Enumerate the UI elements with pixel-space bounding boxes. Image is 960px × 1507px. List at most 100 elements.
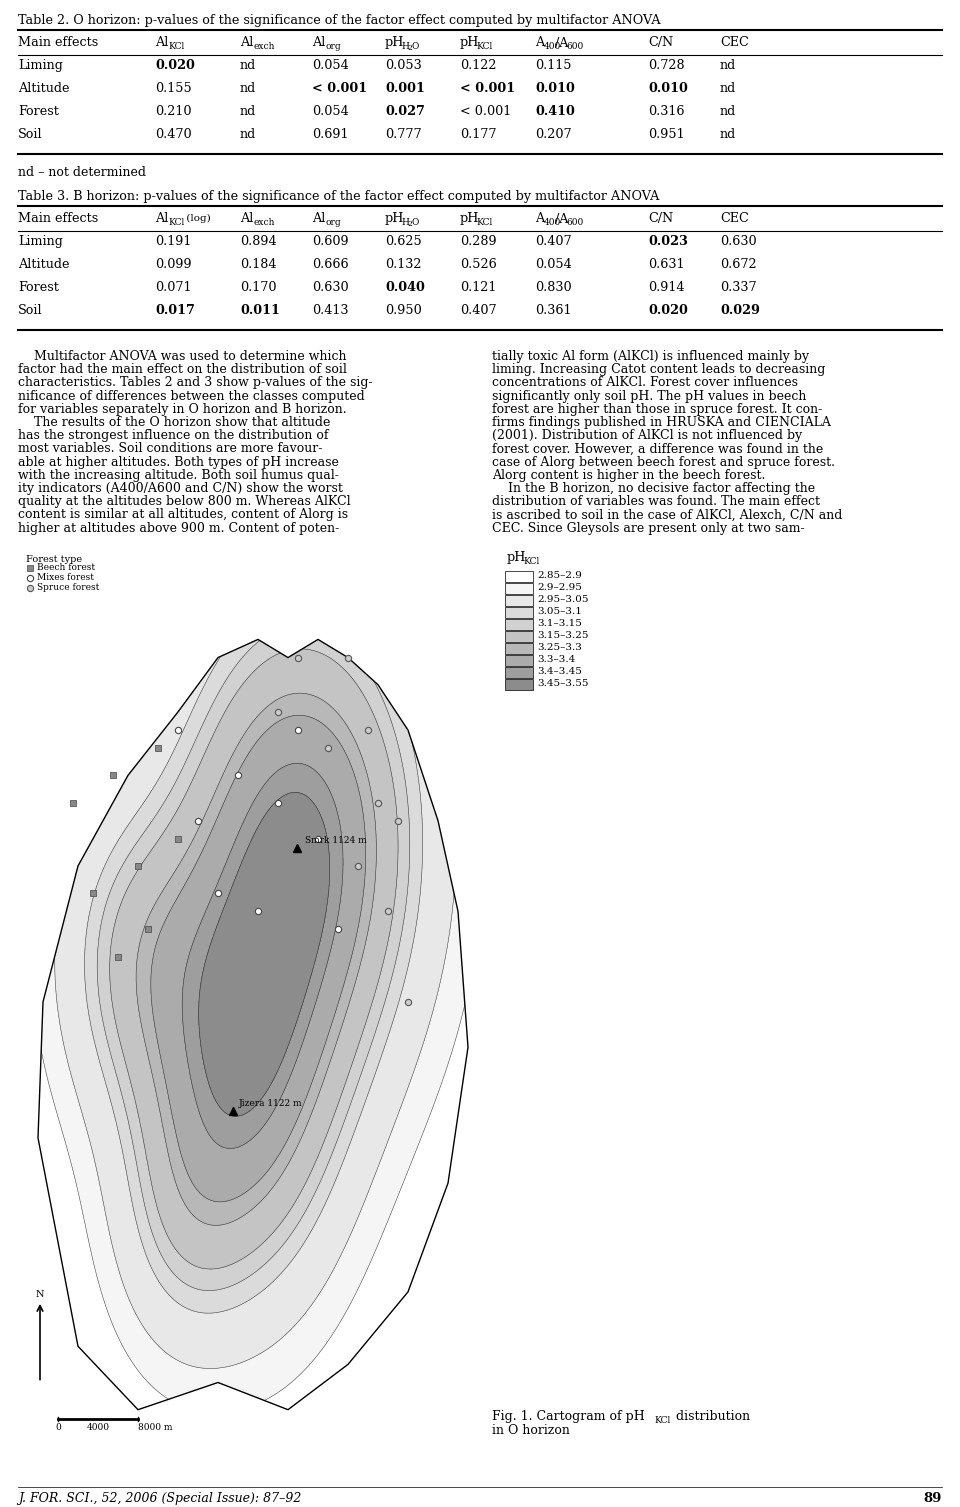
- Text: 0.054: 0.054: [535, 258, 572, 271]
- Text: 0.054: 0.054: [312, 59, 348, 72]
- Text: 3.45–3.55: 3.45–3.55: [537, 678, 588, 687]
- Text: 89: 89: [924, 1492, 942, 1505]
- Text: nd: nd: [720, 59, 736, 72]
- Text: N: N: [36, 1290, 44, 1299]
- Text: org: org: [325, 219, 341, 228]
- Text: 0.122: 0.122: [460, 59, 496, 72]
- Text: /A: /A: [555, 212, 568, 226]
- Text: case of Alorg between beech forest and spruce forest.: case of Alorg between beech forest and s…: [492, 455, 835, 469]
- Text: nd: nd: [720, 105, 736, 118]
- Text: 0.361: 0.361: [535, 304, 571, 316]
- Text: 0.017: 0.017: [155, 304, 195, 316]
- Text: < 0.001: < 0.001: [312, 81, 367, 95]
- Text: higher at altitudes above 900 m. Content of poten-: higher at altitudes above 900 m. Content…: [18, 521, 339, 535]
- Text: in O horizon: in O horizon: [492, 1424, 570, 1438]
- Text: 0.407: 0.407: [460, 304, 496, 316]
- Text: Al: Al: [155, 36, 168, 50]
- Text: (2001). Distribution of AlKCl is not influenced by: (2001). Distribution of AlKCl is not inf…: [492, 429, 803, 442]
- Text: Al: Al: [155, 212, 168, 225]
- Point: [11, 1442, 26, 1466]
- Text: < 0.001: < 0.001: [460, 105, 512, 118]
- Text: 0.413: 0.413: [312, 304, 348, 316]
- Text: 0.470: 0.470: [155, 128, 192, 142]
- Text: 3.25–3.3: 3.25–3.3: [537, 643, 582, 653]
- Text: exch: exch: [253, 42, 275, 51]
- Text: factor had the main effect on the distribution of soil: factor had the main effect on the distri…: [18, 363, 347, 377]
- Text: nd: nd: [240, 81, 256, 95]
- Bar: [505, 643, 533, 654]
- Text: quality at the altitudes below 800 m. Whereas AlKCl: quality at the altitudes below 800 m. Wh…: [18, 496, 350, 508]
- Text: 0.526: 0.526: [460, 258, 496, 271]
- Text: Al: Al: [240, 36, 253, 50]
- Text: 0.207: 0.207: [535, 128, 571, 142]
- Text: nd: nd: [720, 81, 736, 95]
- Text: pH: pH: [385, 36, 404, 50]
- Text: nd: nd: [240, 128, 256, 142]
- Text: 0: 0: [55, 1423, 60, 1432]
- Text: nd: nd: [240, 105, 256, 118]
- Text: is ascribed to soil in the case of AlKCl, Alexch, C/N and: is ascribed to soil in the case of AlKCl…: [492, 508, 842, 521]
- Text: 400: 400: [544, 42, 562, 51]
- Text: pH: pH: [460, 36, 479, 50]
- Text: 0.631: 0.631: [648, 258, 684, 271]
- Text: Mixes forest: Mixes forest: [37, 573, 94, 582]
- Text: KCl: KCl: [523, 556, 540, 565]
- Text: 0.040: 0.040: [385, 280, 425, 294]
- Text: nd: nd: [720, 128, 736, 142]
- Text: 0.289: 0.289: [460, 235, 496, 249]
- Text: 2.9–2.95: 2.9–2.95: [537, 583, 582, 592]
- Text: H: H: [401, 42, 409, 51]
- Text: O: O: [412, 219, 420, 228]
- Text: 0.914: 0.914: [648, 280, 684, 294]
- Text: exch: exch: [253, 219, 275, 228]
- Text: 0.155: 0.155: [155, 81, 192, 95]
- Point: [11, 1442, 26, 1466]
- Text: 0.020: 0.020: [648, 304, 688, 316]
- Text: 0.029: 0.029: [720, 304, 760, 316]
- Text: 0.630: 0.630: [720, 235, 756, 249]
- Text: org: org: [325, 42, 341, 51]
- Text: 0.011: 0.011: [240, 304, 280, 316]
- Point: [11, 1442, 26, 1466]
- Point: [11, 1442, 26, 1466]
- Text: CEC: CEC: [720, 212, 749, 225]
- Text: for variables separately in O horizon and B horizon.: for variables separately in O horizon an…: [18, 402, 347, 416]
- Point: [11, 1442, 26, 1466]
- Text: Smrk 1124 m: Smrk 1124 m: [304, 836, 367, 845]
- Text: Table 3. B horizon: p-values of the significance of the factor effect computed b: Table 3. B horizon: p-values of the sign…: [18, 190, 660, 203]
- Text: Alorg content is higher in the beech forest.: Alorg content is higher in the beech for…: [492, 469, 765, 482]
- Point: [11, 1442, 26, 1466]
- Point: [11, 1442, 26, 1466]
- Text: 3.1–3.15: 3.1–3.15: [537, 619, 582, 628]
- Text: 2.85–2.9: 2.85–2.9: [537, 571, 582, 580]
- Text: distribution of variables was found. The main effect: distribution of variables was found. The…: [492, 496, 820, 508]
- Text: concentrations of AlKCl. Forest cover influences: concentrations of AlKCl. Forest cover in…: [492, 377, 798, 389]
- Text: 0.177: 0.177: [460, 128, 496, 142]
- Text: has the strongest influence on the distribution of: has the strongest influence on the distr…: [18, 429, 328, 442]
- Text: most variables. Soil conditions are more favour-: most variables. Soil conditions are more…: [18, 443, 323, 455]
- Text: Jizera 1122 m: Jizera 1122 m: [239, 1099, 302, 1108]
- Point: [11, 1442, 26, 1466]
- Text: 0.625: 0.625: [385, 235, 421, 249]
- Point: [11, 1442, 26, 1466]
- Point: [11, 1442, 26, 1466]
- Text: 0.894: 0.894: [240, 235, 276, 249]
- Text: Altitude: Altitude: [18, 258, 69, 271]
- Point: [11, 1442, 26, 1466]
- Point: [11, 1442, 26, 1466]
- Text: In the B horizon, no decisive factor affecting the: In the B horizon, no decisive factor aff…: [492, 482, 815, 494]
- Text: nd – not determined: nd – not determined: [18, 166, 146, 179]
- Text: Al: Al: [312, 212, 325, 225]
- Text: 0.672: 0.672: [720, 258, 756, 271]
- Text: distribution: distribution: [672, 1411, 750, 1423]
- Bar: [505, 631, 533, 642]
- Text: nd: nd: [240, 59, 256, 72]
- Text: 0.609: 0.609: [312, 235, 348, 249]
- Text: Soil: Soil: [18, 304, 42, 316]
- Text: 0.184: 0.184: [240, 258, 276, 271]
- Text: 0.337: 0.337: [720, 280, 756, 294]
- Text: able at higher altitudes. Both types of pH increase: able at higher altitudes. Both types of …: [18, 455, 339, 469]
- Text: ity indicators (A400/A600 and C/N) show the worst: ity indicators (A400/A600 and C/N) show …: [18, 482, 343, 494]
- Text: Spruce forest: Spruce forest: [37, 583, 100, 592]
- Text: tially toxic Al form (AlKCl) is influenced mainly by: tially toxic Al form (AlKCl) is influenc…: [492, 350, 809, 363]
